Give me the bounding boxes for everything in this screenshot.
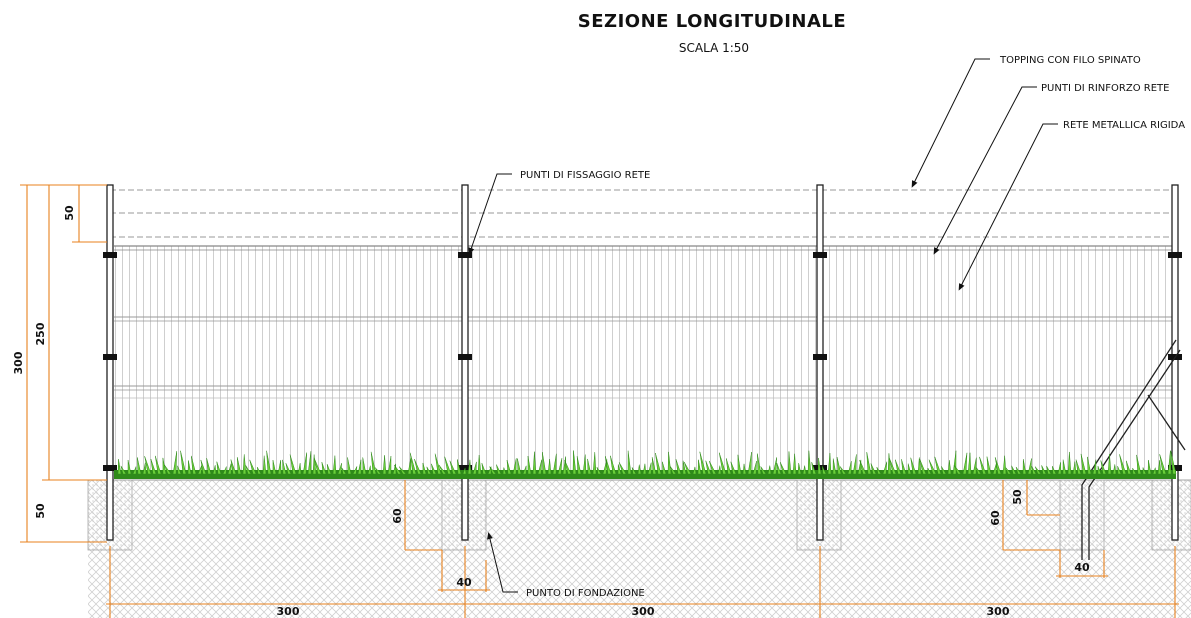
dim-mesh-height: 250	[34, 322, 47, 345]
grass-strip	[114, 450, 1177, 479]
leader-lines	[468, 58, 1058, 593]
drawing-scale: SCALA 1:50	[679, 41, 749, 55]
barbed-wire	[110, 189, 1176, 238]
dim-span-2: 300	[632, 605, 655, 618]
dim-total-height: 300	[12, 351, 25, 374]
drawing-title: SEZIONE LONGITUDINALE	[578, 11, 846, 32]
dim-foundation-width-1: 40	[456, 576, 472, 589]
dim-span-3: 300	[987, 605, 1010, 618]
label-rete: RETE METALLICA RIGIDA	[1063, 120, 1185, 131]
mesh-panels	[114, 245, 1176, 472]
dim-foundation-extra-2: 50	[1011, 489, 1024, 505]
dim-top-50: 50	[63, 205, 76, 221]
diagonal-strut	[1081, 339, 1186, 560]
dim-foundation-depth-1: 60	[391, 508, 404, 524]
dim-foundation-width-2: 40	[1074, 561, 1090, 574]
label-fissaggio: PUNTI DI FISSAGGIO RETE	[520, 170, 650, 181]
label-rinforzo: PUNTI DI RINFORZO RETE	[1041, 83, 1169, 94]
dimension-lines	[20, 184, 1179, 618]
label-topping: TOPPING CON FILO SPINATO	[999, 55, 1141, 66]
dim-foundation-depth-2: 60	[989, 510, 1002, 526]
dim-bottom-50: 50	[34, 503, 47, 519]
label-fondazione: PUNTO DI FONDAZIONE	[526, 588, 645, 599]
dim-span-1: 300	[277, 605, 300, 618]
ground-area	[88, 480, 1191, 618]
